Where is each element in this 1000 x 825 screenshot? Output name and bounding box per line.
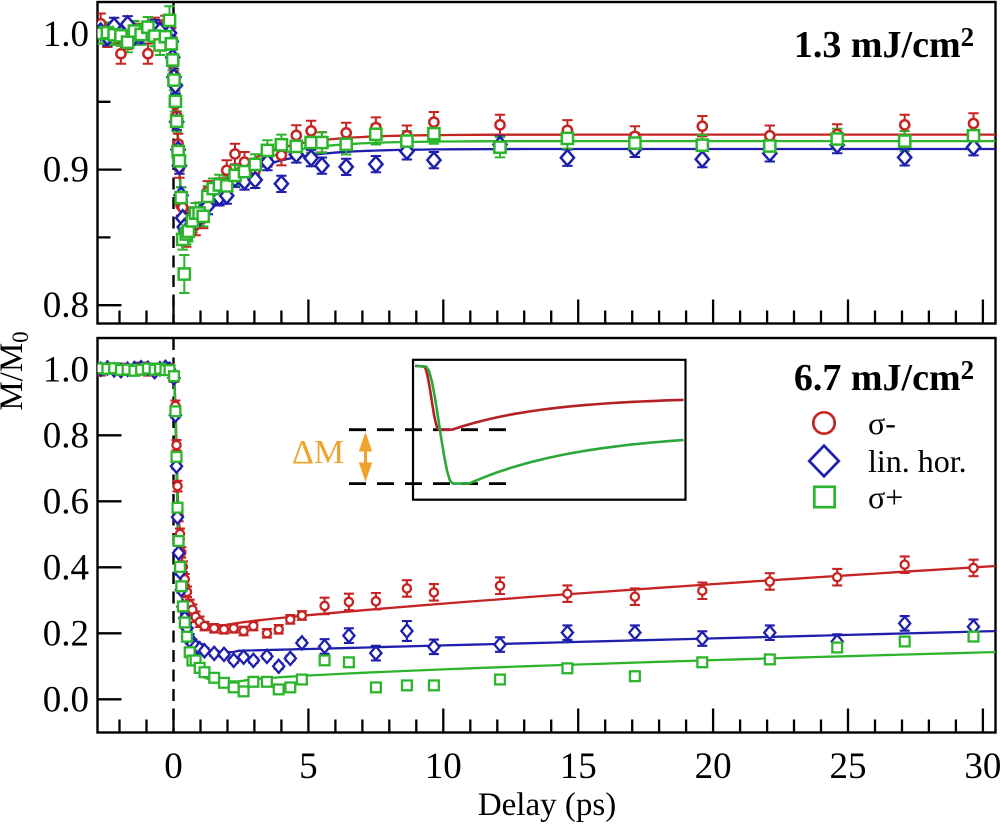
svg-text:0.2: 0.2 [43, 613, 89, 654]
svg-text:σ-: σ- [868, 405, 896, 441]
svg-text:5: 5 [299, 746, 318, 787]
svg-text:10: 10 [425, 746, 462, 787]
svg-text:6.7 mJ/cm2: 6.7 mJ/cm2 [794, 355, 974, 399]
svg-text:0.4: 0.4 [43, 547, 89, 588]
svg-text:0.9: 0.9 [43, 150, 89, 191]
svg-text:lin. hor.: lin. hor. [868, 443, 967, 479]
svg-text:30: 30 [964, 746, 1000, 787]
svg-text:Delay (ps): Delay (ps) [478, 787, 616, 823]
svg-text:0.6: 0.6 [43, 481, 89, 522]
svg-text:0.8: 0.8 [43, 415, 89, 456]
svg-text:1.0: 1.0 [43, 14, 89, 55]
svg-text:0.0: 0.0 [43, 679, 89, 720]
svg-text:25: 25 [830, 746, 867, 787]
svg-text:0.8: 0.8 [43, 285, 89, 326]
svg-text:M/M0: M/M0 [0, 331, 33, 410]
svg-text:1.3 mJ/cm2: 1.3 mJ/cm2 [794, 22, 974, 66]
svg-text:1.0: 1.0 [43, 349, 89, 390]
svg-text:σ+: σ+ [868, 479, 903, 515]
svg-text:15: 15 [560, 746, 597, 787]
svg-text:0: 0 [164, 746, 183, 787]
svg-text:ΔM: ΔM [292, 434, 344, 471]
svg-text:20: 20 [695, 746, 732, 787]
